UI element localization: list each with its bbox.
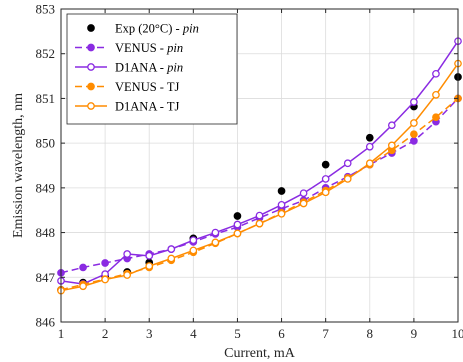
x-axis-label: Current, mA xyxy=(224,346,296,361)
legend-label-italic: pin xyxy=(166,61,183,75)
data-point xyxy=(387,121,396,130)
x-tick-label: 10 xyxy=(452,326,463,341)
legend-marker xyxy=(87,82,95,91)
plot-frame xyxy=(60,8,459,323)
axis-ticks: 1 2 3 4 5 6 7 8 9 10 846 847 848 849 850 851 852 853 xyxy=(36,2,463,342)
x-tick-label: 2 xyxy=(102,326,109,341)
legend-label-italic: pin xyxy=(166,41,183,55)
y-tick-label: 853 xyxy=(36,2,56,17)
data-point xyxy=(145,251,154,260)
series-5 xyxy=(57,59,462,295)
data-point xyxy=(432,91,440,99)
y-tick-label: 849 xyxy=(36,180,56,195)
y-tick-label: 852 xyxy=(36,46,56,61)
data-point xyxy=(277,200,286,209)
data-point xyxy=(410,137,418,145)
data-point xyxy=(101,259,109,267)
data-point xyxy=(189,236,198,245)
x-tick-label: 4 xyxy=(190,326,197,341)
data-point xyxy=(277,209,286,218)
legend-label: D1ANA - TJ xyxy=(115,100,179,114)
legend-label: VENUS - pin xyxy=(115,41,183,55)
legend-marker xyxy=(87,43,95,52)
legend-label: D1ANA - pin xyxy=(115,61,183,75)
legend-label-text: D1ANA - xyxy=(115,61,167,75)
legend-entry: VENUS - TJ xyxy=(75,80,179,94)
legend-label-text: VENUS - xyxy=(115,41,167,55)
data-point xyxy=(233,220,242,229)
data-point xyxy=(255,211,264,220)
data-point xyxy=(387,141,396,150)
legend-label-text: Exp (20°C) - xyxy=(115,22,183,36)
legend-entry: VENUS - pin xyxy=(75,41,183,55)
legend-label-text: D1ANA - TJ xyxy=(115,100,179,114)
data-point xyxy=(233,229,242,238)
data-point xyxy=(321,175,330,183)
data-point xyxy=(343,159,352,168)
legend-entry: Exp (20°C) - pin xyxy=(87,22,199,36)
data-point xyxy=(432,113,440,122)
data-point xyxy=(101,275,109,284)
x-tick-label: 3 xyxy=(146,326,153,341)
data-point xyxy=(365,133,374,142)
data-point xyxy=(299,189,308,198)
data-point xyxy=(299,199,308,208)
legend-label-text: VENUS - TJ xyxy=(115,80,179,94)
legend-label: VENUS - TJ xyxy=(115,80,179,94)
x-tick-label: 8 xyxy=(367,326,374,341)
data-point xyxy=(365,159,374,168)
y-tick-label: 848 xyxy=(36,225,56,240)
x-tick-label: 7 xyxy=(322,326,329,341)
data-point xyxy=(321,160,330,169)
data-point xyxy=(410,119,418,127)
legend-label: Exp (20°C) - pin xyxy=(115,22,199,36)
series-layer xyxy=(57,37,462,295)
data-point xyxy=(167,245,176,253)
data-point xyxy=(321,188,330,197)
data-point xyxy=(255,219,264,228)
legend-marker xyxy=(87,24,95,32)
data-point xyxy=(277,187,286,195)
data-point xyxy=(189,246,198,255)
legend-label-italic: pin xyxy=(182,22,199,36)
y-tick-label: 846 xyxy=(36,315,56,330)
legend-entry: D1ANA - TJ xyxy=(75,100,179,114)
data-point xyxy=(79,263,87,272)
y-tick-label: 851 xyxy=(36,91,56,106)
data-point xyxy=(211,238,220,247)
legend-marker xyxy=(87,102,95,110)
x-tick-label: 5 xyxy=(234,326,241,341)
data-point xyxy=(145,262,154,270)
x-tick-label: 6 xyxy=(278,326,285,341)
legend-entry: D1ANA - pin xyxy=(75,61,183,75)
x-tick-label: 1 xyxy=(58,326,65,341)
data-point xyxy=(343,175,352,183)
y-tick-label: 847 xyxy=(36,270,56,285)
data-point xyxy=(410,130,418,139)
data-point xyxy=(233,212,242,220)
data-point xyxy=(365,142,374,151)
legend-marker xyxy=(87,63,95,71)
data-point xyxy=(432,69,440,78)
data-point xyxy=(211,228,220,237)
x-tick-label: 9 xyxy=(411,326,418,341)
y-tick-label: 850 xyxy=(36,136,56,151)
data-point xyxy=(167,254,176,263)
data-point xyxy=(79,282,87,291)
data-point xyxy=(123,250,132,258)
y-axis-label: Emission wavelength, nm xyxy=(11,93,26,238)
data-point xyxy=(123,271,132,279)
data-point xyxy=(410,98,418,106)
